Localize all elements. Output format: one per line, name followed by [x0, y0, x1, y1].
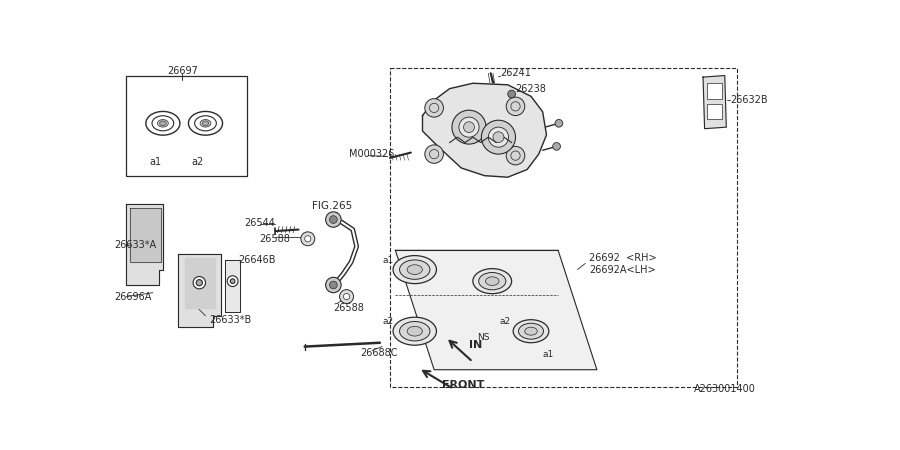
Circle shape — [506, 146, 525, 165]
Text: a2: a2 — [192, 157, 204, 167]
Circle shape — [425, 99, 444, 117]
Text: 26238: 26238 — [516, 84, 546, 94]
Text: FRONT: FRONT — [442, 380, 484, 390]
Polygon shape — [184, 258, 215, 308]
Text: IN: IN — [469, 340, 482, 350]
Polygon shape — [395, 250, 597, 370]
Circle shape — [329, 216, 338, 223]
Polygon shape — [178, 254, 221, 327]
Text: 26633*B: 26633*B — [210, 315, 252, 324]
Text: NS: NS — [477, 333, 490, 342]
Circle shape — [482, 120, 516, 154]
Text: FIG.265: FIG.265 — [312, 202, 353, 211]
Bar — [706, 83, 723, 99]
Circle shape — [459, 117, 479, 137]
Text: 26696A: 26696A — [114, 292, 151, 302]
Circle shape — [452, 110, 486, 144]
Circle shape — [329, 281, 338, 289]
Ellipse shape — [407, 265, 422, 274]
Circle shape — [489, 127, 508, 147]
Circle shape — [301, 232, 315, 246]
Text: a2: a2 — [382, 317, 394, 326]
Circle shape — [339, 290, 354, 303]
Circle shape — [493, 132, 504, 143]
Text: a1: a1 — [543, 350, 553, 359]
Text: 26588: 26588 — [333, 303, 364, 313]
Circle shape — [508, 90, 516, 98]
Circle shape — [326, 212, 341, 227]
Text: 26241: 26241 — [500, 68, 531, 78]
Circle shape — [196, 279, 202, 286]
Circle shape — [344, 293, 349, 300]
Circle shape — [326, 277, 341, 292]
Bar — [706, 104, 723, 119]
Polygon shape — [703, 76, 726, 129]
Text: A263001400: A263001400 — [694, 384, 756, 394]
Ellipse shape — [158, 120, 168, 127]
Text: 26692A<LH>: 26692A<LH> — [590, 265, 656, 274]
Circle shape — [553, 143, 561, 150]
Polygon shape — [126, 204, 163, 285]
Text: 26646B: 26646B — [238, 255, 275, 266]
Polygon shape — [225, 261, 240, 312]
Circle shape — [464, 122, 474, 133]
Circle shape — [555, 119, 562, 127]
Circle shape — [227, 276, 238, 287]
Bar — [126, 76, 247, 176]
Ellipse shape — [479, 273, 506, 290]
Ellipse shape — [159, 121, 166, 126]
Ellipse shape — [518, 323, 544, 339]
Ellipse shape — [393, 256, 436, 284]
Text: a2: a2 — [500, 317, 511, 326]
Ellipse shape — [525, 327, 537, 335]
Polygon shape — [422, 83, 546, 177]
Text: M000326: M000326 — [349, 149, 394, 159]
Ellipse shape — [393, 317, 436, 345]
Circle shape — [506, 97, 525, 116]
Ellipse shape — [400, 321, 430, 341]
Ellipse shape — [200, 120, 211, 127]
Text: 26697: 26697 — [166, 66, 198, 76]
Ellipse shape — [485, 277, 499, 285]
Circle shape — [305, 236, 310, 242]
Ellipse shape — [400, 260, 430, 279]
Ellipse shape — [202, 121, 209, 126]
Text: 26633*A: 26633*A — [114, 240, 157, 250]
Circle shape — [194, 277, 205, 289]
Polygon shape — [130, 208, 160, 262]
Circle shape — [230, 279, 235, 284]
Ellipse shape — [472, 269, 511, 294]
Text: a1: a1 — [149, 157, 161, 167]
Text: a1: a1 — [382, 256, 394, 265]
Ellipse shape — [407, 326, 422, 336]
Text: 26692  <RH>: 26692 <RH> — [590, 253, 657, 263]
Text: 26632B: 26632B — [730, 95, 768, 105]
Text: NS: NS — [400, 273, 412, 282]
Text: 26688C: 26688C — [361, 348, 398, 358]
Circle shape — [425, 145, 444, 163]
Text: 26544: 26544 — [244, 218, 275, 229]
Ellipse shape — [513, 320, 549, 343]
Text: 26588: 26588 — [260, 234, 291, 244]
Bar — [390, 68, 737, 387]
